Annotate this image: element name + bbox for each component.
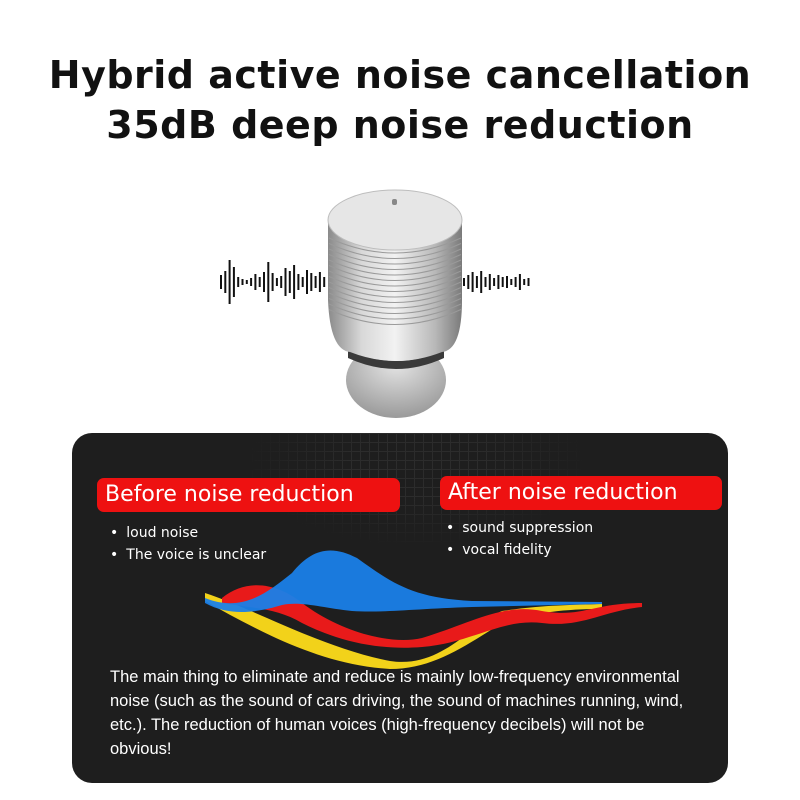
noise-waveform-graphic — [205, 550, 642, 669]
noise-reduction-panel: Before noise reduction After noise reduc… — [72, 433, 728, 783]
wave-bar — [232, 267, 235, 297]
bullet-item: sound suppression — [446, 517, 593, 539]
wave-bar — [280, 276, 283, 288]
wave-bar — [267, 262, 270, 302]
wave-bar — [527, 278, 530, 286]
wave-bar — [501, 277, 504, 287]
ridge — [328, 298, 462, 314]
sound-wave-right-icon — [463, 271, 530, 293]
wave-bar — [254, 274, 257, 290]
ridge — [328, 276, 462, 292]
wave-bar — [510, 279, 513, 285]
ridge — [328, 303, 462, 320]
description-text: The main thing to eliminate and reduce i… — [110, 668, 684, 758]
wave-bar — [493, 278, 496, 286]
wave-bar — [518, 274, 521, 290]
bullet-item: loud noise — [110, 522, 266, 544]
wave-bar — [271, 273, 274, 291]
ridge — [328, 287, 462, 303]
before-noise-reduction-label: Before noise reduction — [97, 478, 400, 512]
wave-bar — [506, 276, 508, 288]
headline-line-2: 35dB deep noise reduction — [106, 103, 694, 147]
wave-bar — [523, 279, 526, 285]
wave-bar — [318, 272, 321, 292]
after-noise-reduction-label: After noise reduction — [440, 476, 722, 510]
wave-bar — [475, 276, 478, 288]
before-bullet-list: loud noise The voice is unclear — [110, 522, 266, 566]
wave-bar — [484, 277, 487, 287]
wave-bar — [237, 277, 240, 287]
ridge — [328, 270, 462, 287]
ridge — [328, 309, 462, 325]
bullet-item: vocal fidelity — [446, 539, 593, 561]
wave-bar — [480, 271, 483, 293]
wave-bar — [220, 275, 222, 289]
ridge — [328, 248, 462, 265]
wave-bar — [245, 280, 248, 284]
wave-bar — [471, 272, 474, 292]
wave-bar — [293, 265, 296, 299]
wave-bar — [241, 279, 244, 285]
wave-bar — [323, 277, 326, 287]
wave-bar — [297, 274, 300, 290]
wave-bar — [467, 275, 470, 289]
ridge — [328, 259, 462, 276]
earbud-illustration — [220, 189, 530, 418]
wave-bar — [463, 278, 465, 286]
wave-bar — [301, 277, 304, 287]
wave-bar — [306, 270, 308, 294]
sound-wave-left-icon — [220, 260, 326, 304]
ridge — [328, 243, 462, 259]
wave-bar — [288, 271, 291, 293]
ridge — [328, 281, 462, 298]
blue-wave — [205, 550, 602, 612]
ridge — [328, 292, 462, 309]
wave-bar — [228, 260, 231, 304]
wave-bar — [263, 272, 265, 292]
wave-bar — [258, 277, 261, 287]
wave-bar — [250, 278, 253, 286]
ridge — [328, 265, 462, 281]
red-wave — [222, 585, 642, 648]
wave-bar — [497, 275, 500, 289]
after-bullet-list: sound suppression vocal fidelity — [446, 517, 593, 561]
wave-bar — [514, 277, 517, 287]
wave-bar — [314, 276, 317, 288]
ridge — [328, 237, 462, 254]
wave-bar — [488, 274, 491, 290]
wave-bar — [310, 273, 313, 291]
ridge — [328, 254, 462, 270]
earbud-icon — [327, 189, 463, 418]
wave-bar — [284, 268, 287, 296]
wave-bar — [224, 271, 227, 293]
wave-bar — [275, 278, 278, 286]
headline-line-1: Hybrid active noise cancellation — [48, 53, 752, 97]
bullet-item: The voice is unclear — [110, 544, 266, 566]
